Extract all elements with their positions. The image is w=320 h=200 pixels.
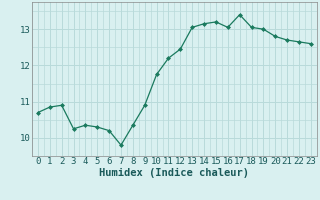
X-axis label: Humidex (Indice chaleur): Humidex (Indice chaleur) (100, 168, 249, 178)
